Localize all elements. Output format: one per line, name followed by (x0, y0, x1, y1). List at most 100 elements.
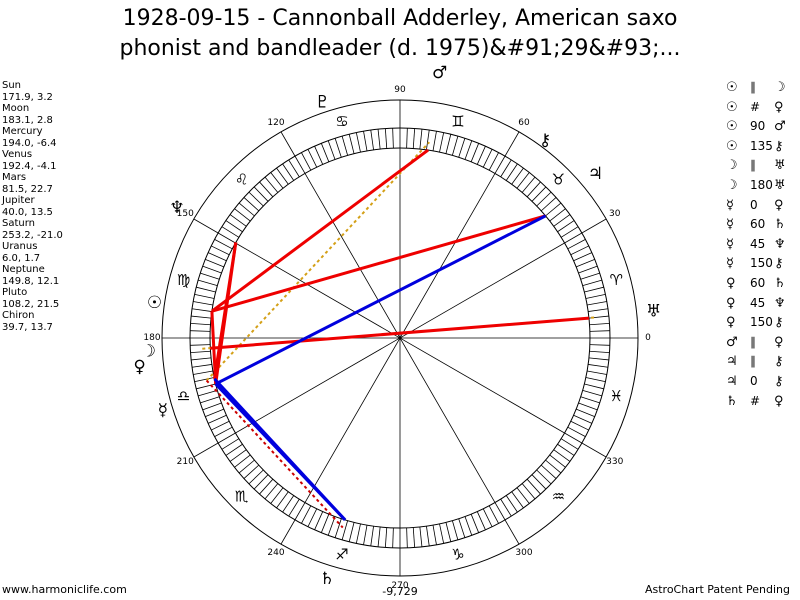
degree-tick (516, 487, 530, 504)
degree-tick (370, 129, 374, 150)
degree-tick (589, 350, 610, 354)
sign-boundary-tick (193, 442, 219, 458)
aspect-row: ♀ 45 ♆ (726, 294, 800, 314)
zodiac-sign-glyph: ♊ (451, 113, 464, 131)
degree-tick (207, 252, 227, 262)
degree-tick (564, 232, 583, 244)
degree-tick (217, 232, 236, 244)
chart-title-line1: 1928-09-15 - Cannonball Adderley, Americ… (122, 6, 678, 31)
degree-tick (307, 149, 318, 168)
degree-tick (341, 136, 349, 156)
degree-tick (476, 145, 486, 165)
aspect-row: ☉ 90 ♂ (726, 117, 800, 137)
aspect-row: ☿ 150 ⚷ (726, 254, 800, 274)
degree-tick (494, 502, 506, 521)
degree-tick (234, 208, 251, 222)
degree-tick (588, 308, 609, 312)
degree-tick (412, 527, 416, 548)
planet-values: 149.8, 12.1 (2, 275, 60, 287)
degree-tick (270, 172, 284, 189)
degree-tick (505, 163, 518, 181)
degree-tick (238, 459, 255, 474)
planet-values: 171.9, 3.2 (2, 91, 53, 103)
degree-tick (202, 265, 222, 274)
degree-tick (348, 134, 355, 154)
degree-tick (327, 140, 336, 160)
degree-tick (505, 495, 518, 513)
website-link[interactable]: www.harmoniclife.com (2, 583, 127, 596)
degree-tick (549, 208, 566, 222)
degree-tick (511, 491, 524, 509)
degree-tick (200, 396, 220, 404)
degree-tick (560, 226, 579, 238)
degree-tick (225, 220, 243, 233)
degree-tick (194, 377, 215, 383)
degree-tick (221, 438, 240, 450)
degree-tick (470, 514, 480, 533)
chart-title-line2: phonist and bandleader (d. 1975)&#91;29&… (119, 36, 681, 61)
degree-tick (191, 357, 212, 361)
degree-tick (248, 469, 264, 485)
aspect-planet-2: ♂ (774, 119, 786, 135)
degree-tick (348, 522, 355, 542)
degree-tick (494, 155, 506, 174)
degree-tick (238, 202, 255, 217)
degree-tick (516, 172, 530, 189)
aspect-planet-1: ☉ (726, 138, 738, 154)
aspect-planet-2: ♄ (774, 275, 786, 291)
degree-tick (253, 186, 269, 202)
neptune-glyph: ♆ (169, 198, 184, 218)
planet-name: Venus (2, 149, 33, 160)
degree-tick (585, 377, 606, 383)
planet-values: 253.2, -21.0 (2, 229, 63, 241)
uranus-glyph: ♅ (646, 301, 661, 321)
degree-tick (500, 498, 512, 517)
degree-tick (567, 239, 586, 250)
degree-tick (377, 526, 381, 547)
aspect-line-red (210, 316, 590, 350)
degree-tick (584, 286, 604, 293)
degree-tick (392, 128, 394, 149)
degree-tick (567, 426, 586, 437)
degree-tick (276, 167, 289, 185)
aspect-planet-1: ♃ (726, 354, 738, 370)
degree-tick (464, 140, 473, 160)
planet-name: Mercury (2, 126, 43, 137)
degree-tick (553, 214, 571, 227)
aspect-type: # (750, 99, 761, 114)
degree-tick (301, 505, 312, 524)
aspect-planet-1: ♀ (726, 295, 736, 311)
aspect-type: 150 (750, 256, 773, 271)
aspect-type: 90 (750, 119, 766, 134)
degree-tick (320, 143, 330, 162)
aspect-row: ♃ ∥ ⚷ (726, 352, 800, 372)
degree-tick (214, 239, 233, 250)
degree-tick (526, 478, 541, 495)
degree-tick (207, 414, 227, 424)
degree-tick (190, 330, 211, 332)
degree-tick (584, 383, 604, 390)
aspect-planet-1: ♃ (726, 373, 738, 389)
degree-tick (540, 197, 557, 212)
zodiac-sign-glyph: ♌ (235, 171, 248, 189)
degree-tick (557, 220, 575, 233)
aspect-list: ☉ ∥ ☽ ☉ # ♀ ☉ 90 ♂ ☉ 135 ⚷ ☽ ∥ ♅ ☽ 180 ♅ ☿ 0 ♀ ☿ 60 ♄ ☿ 45 ♆ ☿ 150 ⚷ ♀… (726, 78, 800, 411)
sign-boundary-tick (581, 218, 607, 234)
planet-name: Chiron (2, 310, 35, 321)
degree-tick (355, 523, 361, 544)
degree-tick (327, 516, 336, 536)
degree-tick (196, 383, 216, 390)
degree-tick (205, 258, 224, 268)
degree-tick (243, 197, 260, 212)
degree-tick (377, 129, 381, 150)
zodiac-sign-glyph: ♐ (335, 545, 348, 563)
degree-tick (370, 526, 374, 547)
aspect-type: 60 (750, 275, 766, 290)
aspect-line-blue (213, 377, 347, 521)
degree-tick (511, 167, 524, 185)
degree-tick (294, 502, 306, 521)
degree-tick (587, 301, 607, 306)
planet-name: Jupiter (2, 195, 35, 206)
degree-tick (482, 149, 493, 168)
degree-tick (545, 459, 562, 474)
